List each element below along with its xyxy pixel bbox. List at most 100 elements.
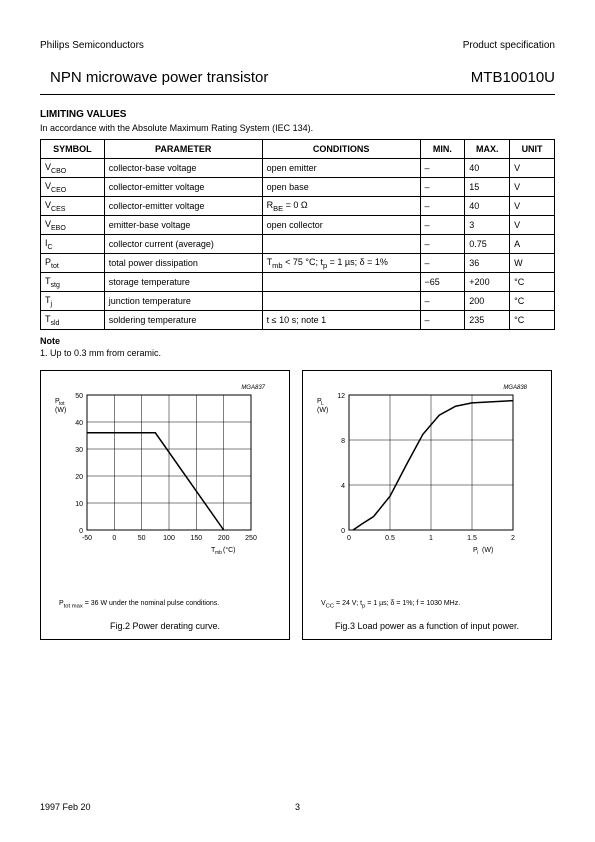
fig3-chart: 00.511.5204812PL(W)Pi(W) bbox=[313, 383, 523, 558]
table-cell: t ≤ 10 s; note 1 bbox=[262, 311, 420, 330]
table-cell: IC bbox=[41, 235, 105, 254]
table-cell: °C bbox=[510, 292, 555, 311]
table-cell: – bbox=[420, 197, 465, 216]
table-cell bbox=[262, 235, 420, 254]
table-cell: 40 bbox=[465, 197, 510, 216]
svg-text:10: 10 bbox=[75, 501, 83, 508]
svg-text:250: 250 bbox=[245, 535, 257, 542]
table-cell: total power dissipation bbox=[104, 254, 262, 273]
svg-text:1.5: 1.5 bbox=[467, 535, 477, 542]
section-heading: LIMITING VALUES bbox=[40, 109, 555, 120]
svg-text:50: 50 bbox=[138, 535, 146, 542]
table-cell: VCEO bbox=[41, 178, 105, 197]
table-cell: open emitter bbox=[262, 159, 420, 178]
table-cell: junction temperature bbox=[104, 292, 262, 311]
table-cell: 200 bbox=[465, 292, 510, 311]
svg-text:0: 0 bbox=[79, 528, 83, 535]
table-cell: VCES bbox=[41, 197, 105, 216]
fig3-id: MGA838 bbox=[503, 385, 527, 391]
table-cell: W bbox=[510, 254, 555, 273]
table-row: Tsldsoldering temperaturet ≤ 10 s; note … bbox=[41, 311, 555, 330]
svg-text:0: 0 bbox=[112, 535, 116, 542]
svg-text:200: 200 bbox=[218, 535, 230, 542]
table-cell: VCBO bbox=[41, 159, 105, 178]
table-cell: storage temperature bbox=[104, 273, 262, 292]
fig3-note: VCC = 24 V; tp = 1 µs; δ = 1%; f = 1030 … bbox=[321, 600, 460, 609]
svg-text:50: 50 bbox=[75, 393, 83, 400]
svg-text:4: 4 bbox=[341, 483, 345, 490]
table-row: VEBOemitter-base voltageopen collector–3… bbox=[41, 216, 555, 235]
table-cell: 15 bbox=[465, 178, 510, 197]
note-text: 1. Up to 0.3 mm from ceramic. bbox=[40, 348, 555, 358]
table-cell: Tj bbox=[41, 292, 105, 311]
table-row: VCEScollector-emitter voltageRBE = 0 Ω–4… bbox=[41, 197, 555, 216]
table-cell: collector-base voltage bbox=[104, 159, 262, 178]
title-rule bbox=[40, 94, 555, 95]
table-cell: Ptot bbox=[41, 254, 105, 273]
table-header: UNIT bbox=[510, 140, 555, 159]
fig2-note: Ptot max = 36 W under the nominal pulse … bbox=[59, 600, 219, 609]
table-cell: −65 bbox=[420, 273, 465, 292]
table-cell bbox=[262, 292, 420, 311]
footer-page: 3 bbox=[295, 802, 300, 812]
table-row: VCBOcollector-base voltageopen emitter–4… bbox=[41, 159, 555, 178]
svg-text:i: i bbox=[477, 550, 478, 556]
fig2-id: MGA837 bbox=[241, 385, 265, 391]
svg-text:30: 30 bbox=[75, 447, 83, 454]
table-cell: V bbox=[510, 178, 555, 197]
doc-type: Product specification bbox=[463, 40, 555, 51]
svg-text:-50: -50 bbox=[82, 535, 92, 542]
svg-text:mb: mb bbox=[215, 550, 222, 556]
svg-text:1: 1 bbox=[429, 535, 433, 542]
table-cell: °C bbox=[510, 273, 555, 292]
svg-text:(W): (W) bbox=[482, 547, 493, 554]
table-cell: V bbox=[510, 197, 555, 216]
table-cell: – bbox=[420, 178, 465, 197]
fig2-caption: Fig.2 Power derating curve. bbox=[41, 621, 289, 631]
svg-text:0.5: 0.5 bbox=[385, 535, 395, 542]
footer-date: 1997 Feb 20 bbox=[40, 802, 91, 812]
svg-text:(W): (W) bbox=[55, 407, 66, 414]
figure-3-box: MGA838 00.511.5204812PL(W)Pi(W) VCC = 24… bbox=[302, 370, 552, 640]
table-cell: +200 bbox=[465, 273, 510, 292]
table-row: Ptottotal power dissipationTmb < 75 °C; … bbox=[41, 254, 555, 273]
svg-text:(W): (W) bbox=[317, 407, 328, 414]
table-cell: VEBO bbox=[41, 216, 105, 235]
table-row: Tjjunction temperature –200°C bbox=[41, 292, 555, 311]
figure-2-box: MGA837 -5005010015020025001020304050Ptot… bbox=[40, 370, 290, 640]
table-row: Tstgstorage temperature −65+200°C bbox=[41, 273, 555, 292]
svg-text:(°C): (°C) bbox=[223, 546, 236, 554]
table-cell: A bbox=[510, 235, 555, 254]
table-cell: 3 bbox=[465, 216, 510, 235]
table-row: VCEOcollector-emitter voltageopen base–1… bbox=[41, 178, 555, 197]
note-heading: Note bbox=[40, 336, 555, 346]
fig3-caption: Fig.3 Load power as a function of input … bbox=[303, 621, 551, 631]
fig2-chart: -5005010015020025001020304050Ptot(W)Tmb(… bbox=[51, 383, 261, 558]
table-cell: 40 bbox=[465, 159, 510, 178]
table-cell: emitter-base voltage bbox=[104, 216, 262, 235]
table-row: ICcollector current (average) –0.75A bbox=[41, 235, 555, 254]
table-cell: – bbox=[420, 235, 465, 254]
svg-text:100: 100 bbox=[163, 535, 175, 542]
table-cell: 0.75 bbox=[465, 235, 510, 254]
table-cell: Tsld bbox=[41, 311, 105, 330]
svg-text:8: 8 bbox=[341, 438, 345, 445]
svg-text:0: 0 bbox=[347, 535, 351, 542]
section-subheading: In accordance with the Absolute Maximum … bbox=[40, 123, 555, 133]
table-cell: collector current (average) bbox=[104, 235, 262, 254]
table-cell: – bbox=[420, 292, 465, 311]
table-cell: V bbox=[510, 159, 555, 178]
table-header: MAX. bbox=[465, 140, 510, 159]
svg-text:40: 40 bbox=[75, 420, 83, 427]
table-header: CONDITIONS bbox=[262, 140, 420, 159]
table-cell: 36 bbox=[465, 254, 510, 273]
table-cell: Tstg bbox=[41, 273, 105, 292]
table-header: SYMBOL bbox=[41, 140, 105, 159]
table-cell: RBE = 0 Ω bbox=[262, 197, 420, 216]
table-cell: collector-emitter voltage bbox=[104, 178, 262, 197]
table-cell: – bbox=[420, 311, 465, 330]
svg-text:150: 150 bbox=[190, 535, 202, 542]
table-cell: 235 bbox=[465, 311, 510, 330]
table-header: PARAMETER bbox=[104, 140, 262, 159]
table-cell: – bbox=[420, 159, 465, 178]
